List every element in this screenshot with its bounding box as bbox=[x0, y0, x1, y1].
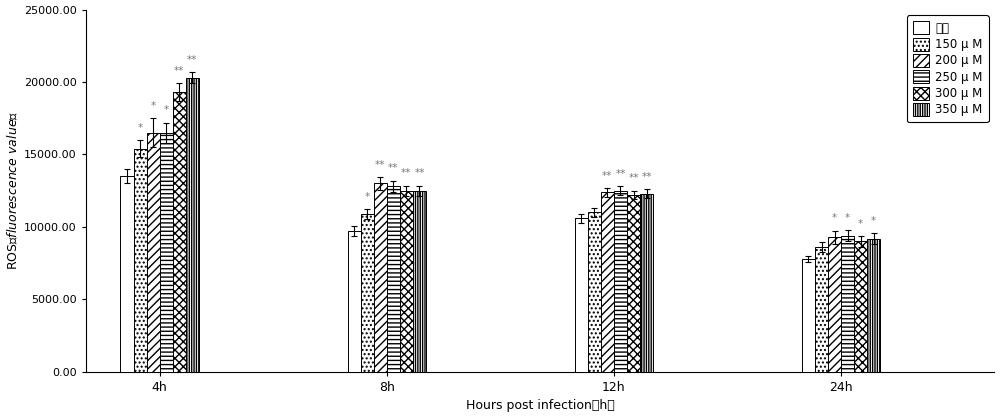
Bar bbox=[120, 176, 134, 372]
Legend: 空白, 150 μ M, 200 μ M, 250 μ M, 300 μ M, 350 μ M: 空白, 150 μ M, 200 μ M, 250 μ M, 300 μ M, … bbox=[907, 15, 989, 122]
Bar bbox=[588, 212, 601, 372]
Text: **: ** bbox=[401, 168, 412, 178]
Text: *: * bbox=[871, 216, 876, 226]
Bar bbox=[348, 231, 361, 372]
Text: *: * bbox=[164, 105, 169, 115]
X-axis label: Hours post infection（h）: Hours post infection（h） bbox=[466, 400, 615, 413]
Bar bbox=[387, 186, 400, 372]
Bar bbox=[815, 247, 828, 372]
Text: *: * bbox=[832, 213, 837, 223]
Bar bbox=[160, 133, 173, 372]
Text: **: ** bbox=[641, 172, 652, 182]
Text: **: ** bbox=[414, 168, 425, 178]
Text: *: * bbox=[858, 219, 863, 229]
Text: **: ** bbox=[628, 173, 639, 184]
Bar bbox=[854, 242, 867, 372]
Text: **: ** bbox=[388, 163, 399, 173]
Text: **: ** bbox=[375, 160, 386, 170]
Bar bbox=[147, 133, 160, 372]
Bar bbox=[575, 218, 588, 372]
Text: *: * bbox=[845, 213, 850, 223]
Bar bbox=[867, 239, 880, 372]
Bar bbox=[601, 192, 614, 372]
Bar bbox=[640, 194, 653, 372]
Text: **: ** bbox=[602, 171, 613, 181]
Bar bbox=[802, 259, 815, 372]
Bar bbox=[841, 236, 854, 372]
Bar bbox=[186, 78, 199, 372]
Y-axis label: ROS（​$\it{fluorescence\ value}$）: ROS（​$\it{fluorescence\ value}$） bbox=[6, 111, 20, 270]
Bar bbox=[361, 214, 374, 372]
Text: **: ** bbox=[174, 66, 184, 76]
Bar bbox=[134, 149, 147, 372]
Text: *: * bbox=[150, 101, 156, 111]
Bar bbox=[614, 191, 627, 372]
Text: *: * bbox=[365, 191, 370, 201]
Bar bbox=[413, 191, 426, 372]
Bar bbox=[374, 184, 387, 372]
Text: **: ** bbox=[615, 169, 626, 179]
Bar bbox=[828, 237, 841, 372]
Text: *: * bbox=[137, 123, 143, 133]
Text: **: ** bbox=[187, 55, 198, 65]
Bar bbox=[400, 191, 413, 372]
Bar bbox=[173, 92, 186, 372]
Bar bbox=[627, 195, 640, 372]
